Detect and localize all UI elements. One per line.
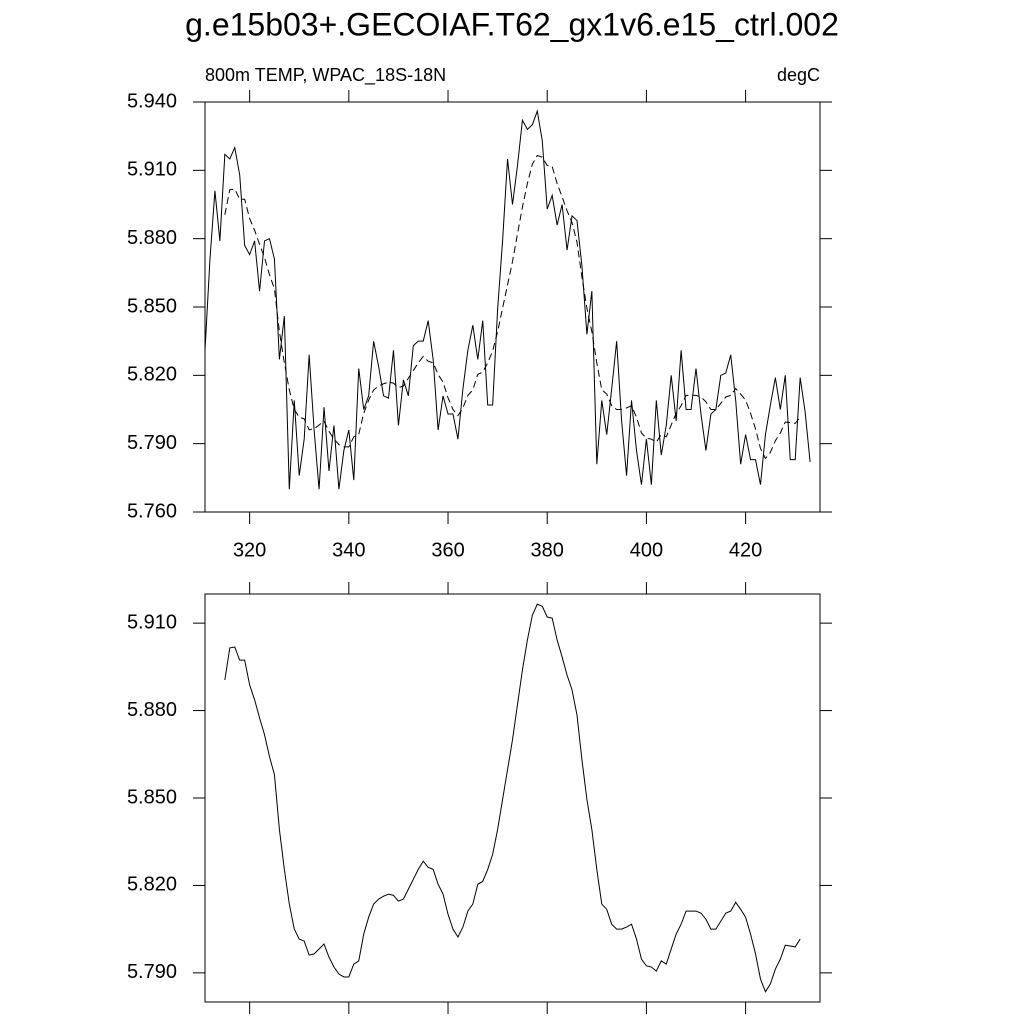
y-tick-label: 5.880 xyxy=(127,227,177,249)
y-tick-label: 5.850 xyxy=(127,295,177,317)
y-tick-label: 5.790 xyxy=(127,961,177,983)
data-line xyxy=(224,154,801,460)
x-tick-label: 420 xyxy=(729,539,762,561)
chart-title: g.e15b03+.GECOIAF.T62_gx1v6.e15_ctrl.002 xyxy=(185,6,839,42)
y-tick-label: 5.880 xyxy=(127,699,177,721)
x-tick-label: 380 xyxy=(531,539,564,561)
x-tick-label: 340 xyxy=(332,539,365,561)
subtitle-right: degC xyxy=(777,65,820,85)
data-line xyxy=(224,603,801,993)
y-tick-label: 5.760 xyxy=(127,500,177,522)
y-tick-label: 5.850 xyxy=(127,786,177,808)
x-tick-label: 320 xyxy=(233,539,266,561)
subtitle-left: 800m TEMP, WPAC_18S-18N xyxy=(205,65,446,86)
x-tick-label: 360 xyxy=(431,539,464,561)
y-tick-label: 5.910 xyxy=(127,159,177,181)
y-tick-label: 5.790 xyxy=(127,432,177,454)
x-tick-label: 400 xyxy=(630,539,663,561)
y-tick-label: 5.910 xyxy=(127,611,177,633)
y-tick-label: 5.820 xyxy=(127,874,177,896)
data-line xyxy=(204,109,811,490)
y-tick-label: 5.820 xyxy=(127,364,177,386)
y-tick-label: 5.940 xyxy=(127,90,177,112)
